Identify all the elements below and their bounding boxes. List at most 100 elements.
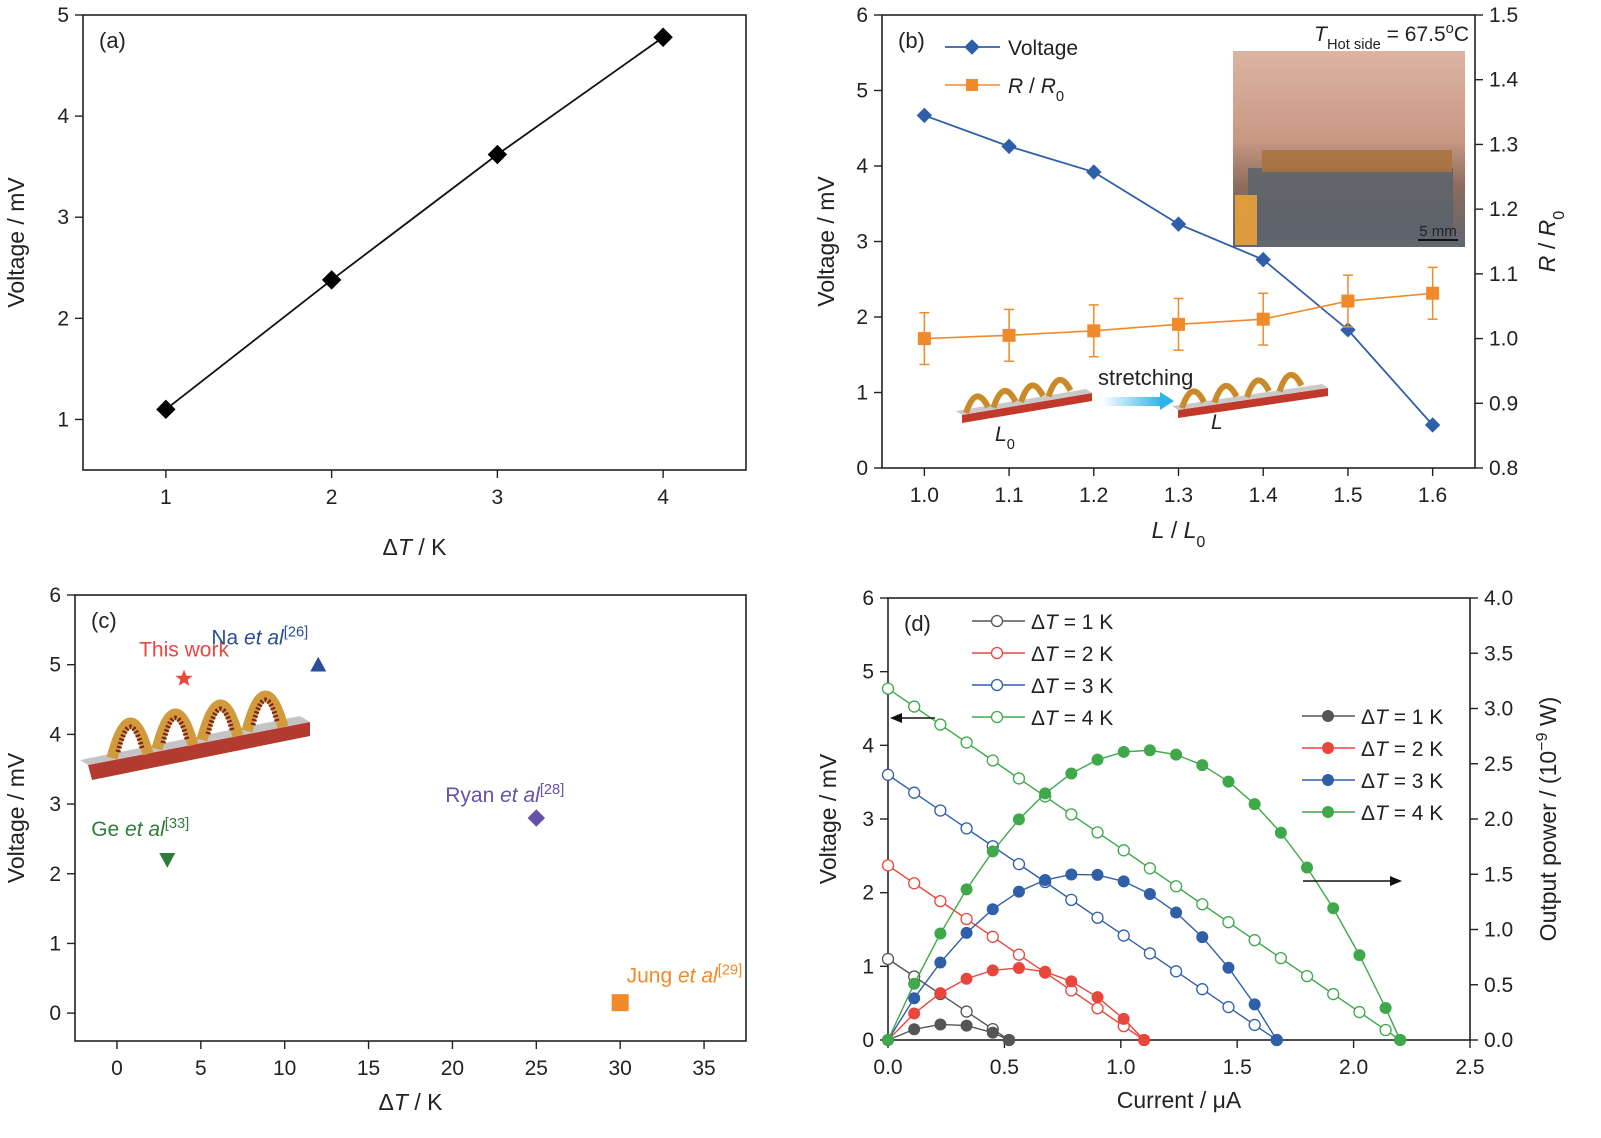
power-point [1196, 759, 1209, 772]
stretch-after-label: L [1211, 411, 1223, 434]
legend-voltage-marker [990, 678, 1004, 692]
power-point [1353, 949, 1366, 962]
y-tick-label: 0 [862, 1029, 874, 1052]
voltage-point [881, 682, 895, 695]
y-tick-label: 0 [49, 1002, 61, 1025]
data-point [611, 994, 629, 1012]
legend-power-marker [1322, 774, 1334, 786]
y2-tick-label: 0.5 [1484, 974, 1513, 997]
power-point [1248, 998, 1261, 1011]
power-point [986, 1026, 999, 1039]
voltage-point [1065, 893, 1078, 907]
y2-tick-label: 1.5 [1489, 4, 1518, 27]
y2-tick-label: 2.5 [1484, 753, 1513, 776]
voltage-line [887, 774, 1278, 1041]
voltage-point [1170, 216, 1187, 232]
power-point [986, 845, 999, 858]
y-tick-label: 2 [856, 306, 868, 329]
data-point [156, 399, 176, 420]
voltage-point [1169, 880, 1183, 893]
power-point [1301, 861, 1314, 874]
y2-tick-label: 1.0 [1489, 328, 1518, 351]
power-point [1065, 868, 1078, 881]
voltage-point [1086, 164, 1102, 180]
voltage-point [1143, 862, 1157, 875]
y2-tick-label: 1.5 [1484, 863, 1513, 886]
power-point [1170, 906, 1183, 919]
y2-tick-label: 2.0 [1484, 808, 1513, 831]
y2-tick-label: 0.9 [1489, 392, 1518, 415]
y-axis-label: Voltage / mV [3, 177, 29, 308]
point-label: Jung et al[29] [627, 963, 743, 988]
y-tick-label: 4 [49, 723, 61, 746]
device-arch-pattern [250, 697, 280, 726]
power-point [908, 992, 921, 1005]
point-label: This work [139, 639, 229, 662]
stretch-arrow-head [1160, 392, 1174, 410]
resistance-point [1426, 286, 1440, 300]
plot-frame [82, 14, 747, 471]
device-arch [1045, 377, 1074, 398]
legend-voltage-marker [964, 39, 980, 55]
x-tick-label: 4 [657, 486, 669, 509]
inset-wire [1235, 195, 1257, 245]
x-tick-label: 15 [357, 1057, 380, 1080]
voltage-point [881, 768, 895, 781]
point-label: Na et al[26] [211, 625, 308, 650]
x-tick-label: 1.0 [910, 484, 939, 507]
y-tick-label: 5 [57, 4, 69, 27]
y2-tick-label: 3.0 [1484, 698, 1513, 721]
device-arch [963, 393, 991, 415]
x-tick-label: 20 [441, 1057, 464, 1080]
voltage-point [881, 859, 895, 872]
voltage-point [1012, 772, 1026, 785]
voltage-point [934, 894, 947, 908]
x-tick-label: 10 [273, 1057, 296, 1080]
x-tick-label: 0.0 [873, 1056, 902, 1079]
power-point [1012, 962, 1025, 975]
x-tick-label: 3 [492, 486, 504, 509]
y-tick-label: 1 [57, 408, 69, 431]
y2-axis-label: R / R0 [1534, 211, 1568, 272]
power-point [1039, 965, 1052, 978]
temperature-annotation: THot side = 67.5oC [1314, 21, 1469, 53]
legend-voltage-label: ΔT = 3 K [1031, 675, 1113, 698]
device-arch [241, 690, 289, 733]
panel-label: (d) [904, 611, 931, 636]
inset-scale-label: 5 mm [1419, 223, 1457, 240]
point-label: Ge et al[33] [91, 816, 189, 841]
y-axis-label: Voltage / mV [815, 753, 841, 884]
voltage-point [916, 107, 933, 124]
y2-tick-label: 1.0 [1484, 919, 1513, 942]
y2-tick-label: 4.0 [1484, 587, 1513, 610]
power-point [1170, 748, 1183, 761]
y2-tick-label: 0.8 [1489, 457, 1518, 480]
voltage-point [908, 786, 921, 799]
voltage-point [960, 822, 973, 835]
resistance-point [1256, 312, 1270, 326]
voltage-point [1117, 844, 1130, 857]
voltage-point [1248, 934, 1261, 947]
power-point [1039, 874, 1052, 887]
power-point [1012, 813, 1025, 826]
legend-power-label: ΔT = 1 K [1361, 706, 1443, 729]
power-point [934, 987, 947, 1000]
voltage-point [1274, 951, 1287, 965]
power-point [882, 1034, 894, 1046]
power-point [934, 1018, 947, 1031]
voltage-point [1091, 826, 1104, 839]
power-point [1274, 826, 1287, 839]
panel-d-chart: 0.0 0.5 1.0 1.5 2.0 2.5 0 1 2 3 4 5 6 0.0 0.5 1.0 1.5 2.0… [815, 587, 1561, 1113]
data-point [159, 853, 176, 868]
voltage-point [1255, 251, 1271, 268]
legend-voltage-label: ΔT = 4 K [1031, 707, 1113, 730]
panel-label: (a) [99, 28, 126, 53]
power-point [1394, 1034, 1407, 1046]
x-tick-label: 1.2 [1079, 484, 1108, 507]
voltage-point [1117, 929, 1130, 942]
device-arch [1244, 377, 1272, 399]
legend-voltage-marker [990, 646, 1004, 660]
power-point [1117, 875, 1130, 888]
power-point [1138, 1034, 1151, 1046]
legend-voltage-label: Voltage [1008, 37, 1078, 60]
